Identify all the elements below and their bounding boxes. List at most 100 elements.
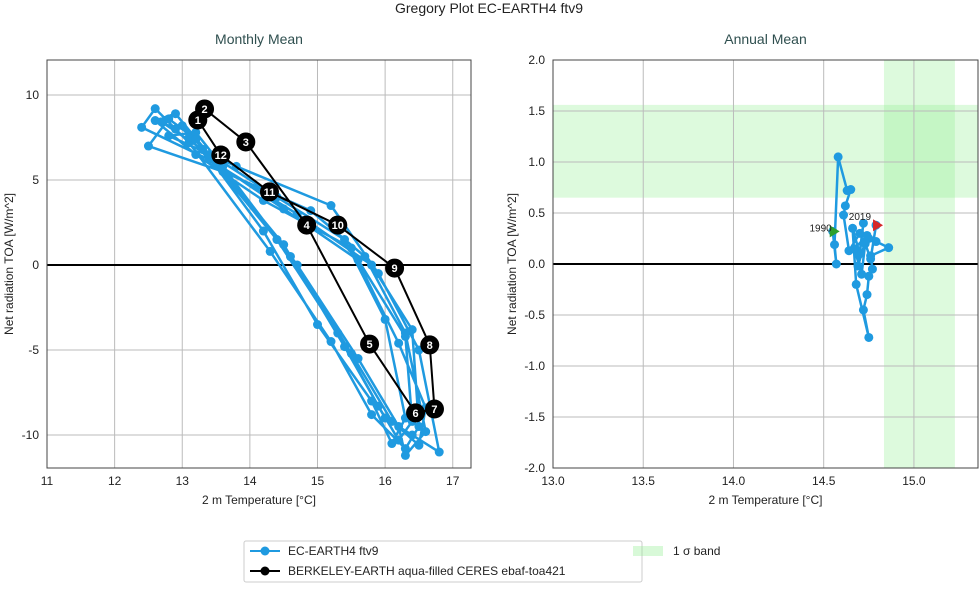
model-point (840, 201, 850, 211)
model-point (849, 244, 859, 254)
model-point (884, 243, 894, 253)
model-point (191, 150, 201, 160)
y-tick-label: -5 (28, 343, 39, 357)
sigma-band-y (553, 104, 978, 198)
legend-model-marker (260, 546, 270, 556)
model-point (373, 401, 383, 411)
model-point (394, 338, 404, 348)
x-axis-label: 2 m Temperature [°C] (202, 493, 316, 507)
model-point (833, 152, 843, 162)
x-tick-label: 13 (176, 474, 190, 488)
y-tick-label: 1.0 (528, 155, 545, 169)
month-label: 10 (332, 220, 344, 232)
model-point (830, 240, 840, 250)
model-point (853, 261, 863, 271)
model-point (184, 133, 194, 143)
x-tick-label: 16 (378, 474, 392, 488)
month-label: 2 (202, 104, 208, 116)
model-point (407, 325, 417, 335)
y-tick-label: -1.5 (524, 410, 545, 424)
x-tick-label: 15.0 (902, 474, 926, 488)
y-axis-label: Net radiation TOA [W/m^2] (505, 193, 519, 335)
obs-point (424, 399, 444, 419)
model-point (191, 127, 201, 137)
obs-point (259, 182, 279, 202)
model-point (394, 435, 404, 445)
month-label: 7 (431, 404, 437, 416)
model-point (867, 264, 877, 274)
month-label: 6 (412, 408, 418, 420)
y-tick-label: 2.0 (528, 53, 545, 67)
y-tick-label: 1.5 (528, 104, 545, 118)
model-point (400, 444, 410, 454)
model-point (285, 252, 295, 262)
model-point (407, 430, 417, 440)
obs-point (406, 403, 426, 423)
axes-frame (552, 59, 979, 469)
obs-point (236, 132, 256, 152)
model-point (346, 348, 356, 358)
legend-band-swatch (633, 546, 663, 556)
model-point (360, 252, 370, 262)
model-point (157, 117, 167, 127)
model-point (394, 422, 404, 432)
model-point (871, 237, 881, 247)
model-point (353, 255, 363, 265)
y-tick-label: -1.0 (524, 359, 545, 373)
model-point (170, 124, 180, 134)
obs-point (211, 145, 231, 165)
month-label: 8 (427, 340, 433, 352)
x-tick-label: 14 (243, 474, 257, 488)
model-point (373, 269, 383, 279)
legend-box (243, 540, 643, 583)
model-point (848, 223, 858, 233)
model-point (367, 410, 377, 420)
model-point (862, 230, 872, 240)
y-tick-label: 0.5 (528, 206, 545, 220)
model-point (326, 201, 336, 211)
model-point (864, 332, 874, 342)
model-point (857, 269, 867, 279)
model-point (272, 235, 282, 245)
x-tick-label: 14.0 (722, 474, 746, 488)
start-year-label: 1990 (809, 223, 832, 234)
month-label: 1 (195, 115, 201, 127)
model-point (326, 337, 336, 347)
model-point (858, 218, 868, 228)
model-point (164, 131, 174, 141)
model-point (387, 416, 397, 426)
model-point (855, 228, 865, 238)
x-tick-label: 11 (41, 474, 54, 488)
y-axis-label: Net radiation TOA [W/m^2] (2, 193, 16, 335)
obs-point (297, 215, 317, 235)
x-axis-label: 2 m Temperature [°C] (709, 493, 823, 507)
model-point (434, 447, 444, 457)
obs-point (420, 335, 440, 355)
y-tick-label: 10 (26, 88, 40, 102)
model-point (862, 290, 872, 300)
model-point (400, 450, 410, 460)
legend-obs-label: BERKELEY-EARTH aqua-filled CERES ebaf-to… (288, 564, 566, 578)
legend: EC-EARTH4 ftv9 BERKELEY-EARTH aqua-fille… (243, 540, 720, 583)
y-tick-label: 5 (32, 173, 39, 187)
x-tick-label: 13.0 (541, 474, 565, 488)
x-tick-label: 15 (311, 474, 325, 488)
model-point (292, 260, 302, 270)
model-point (851, 279, 861, 289)
month-label: 3 (243, 137, 249, 149)
x-tick-label: 12 (108, 474, 122, 488)
figure-title: Gregory Plot EC-EARTH4 ftv9 (395, 0, 583, 16)
obs-point (385, 258, 405, 278)
legend-model-label: EC-EARTH4 ftv9 (288, 544, 379, 558)
y-tick-label: -0.5 (524, 308, 545, 322)
model-point (831, 259, 841, 269)
end-marker (873, 219, 884, 232)
model-point (150, 104, 160, 114)
model-point (380, 314, 390, 324)
x-tick-label: 14.5 (812, 474, 836, 488)
model-point (367, 260, 377, 270)
model-point (198, 144, 208, 154)
model-point (866, 254, 876, 264)
